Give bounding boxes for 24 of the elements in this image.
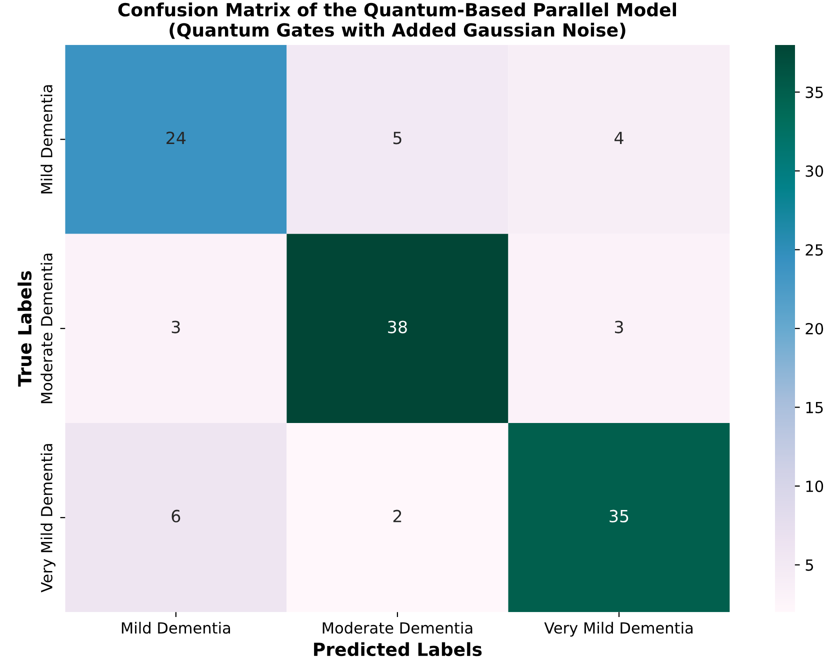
y-tick-label: Mild Dementia bbox=[40, 85, 52, 194]
data-label: 3 bbox=[614, 320, 623, 334]
data-label: 4 bbox=[614, 132, 624, 144]
data-label: 5 bbox=[393, 132, 402, 144]
data-label: 24 bbox=[166, 132, 186, 144]
data-label: 6 bbox=[172, 510, 180, 522]
data-label: 35 bbox=[610, 510, 628, 522]
data-label: 38 bbox=[388, 320, 407, 334]
x-tick-label: Very Mild Dementia bbox=[544, 622, 693, 637]
x-axis-title: Predicted Labels bbox=[314, 642, 482, 656]
y-tick-label: Moderate Dementia bbox=[40, 254, 52, 404]
color-bar-label: 10 bbox=[806, 480, 824, 492]
data-label: 2 bbox=[393, 510, 402, 522]
color-bar-label: 25 bbox=[806, 244, 823, 256]
x-tick-label: Moderate Dementia bbox=[322, 622, 472, 634]
data-label: 3 bbox=[172, 320, 180, 334]
chart-title: Confusion Matrix of the Quantum-Based Parallel Model (Quantum Gates with Added Gaussian Noise) bbox=[118, 2, 676, 40]
color-bar-label: 35 bbox=[806, 86, 823, 98]
color-bar-label: 30 bbox=[806, 165, 824, 177]
x-tick-label: Mild Dementia bbox=[122, 622, 230, 634]
color-bar-label: 20 bbox=[806, 322, 824, 334]
color-bar-label: 15 bbox=[806, 402, 823, 414]
y-axis-title: True Labels bbox=[18, 271, 32, 387]
color-bar-label: 5 bbox=[806, 560, 814, 571]
